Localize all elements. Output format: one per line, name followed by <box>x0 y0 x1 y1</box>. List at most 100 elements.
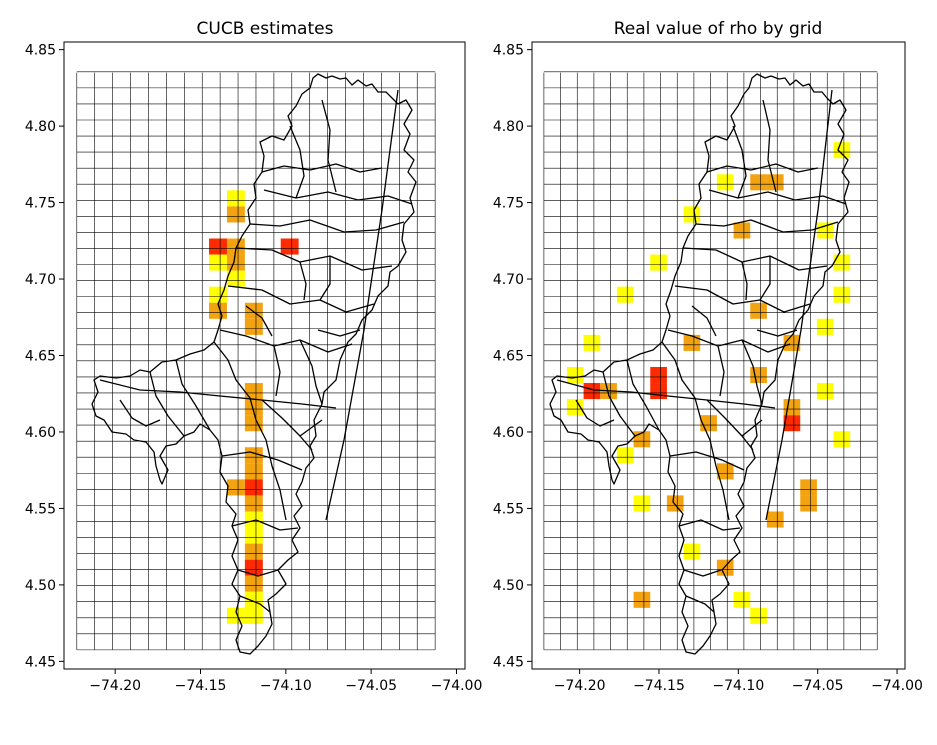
x-tick-label: −74.15 <box>175 678 227 694</box>
heatmap-cell <box>583 383 601 400</box>
y-tick-label: 4.80 <box>25 119 56 135</box>
heatmap-cell <box>209 238 227 255</box>
y-tick-label: 4.45 <box>25 654 56 670</box>
y-tick-label: 4.75 <box>25 196 56 212</box>
heatmap-cell <box>816 383 834 400</box>
x-axis: −74.20 −74.15 −74.10 −74.05 −74.00 <box>89 669 482 694</box>
y-axis: 4.85 4.80 4.75 4.70 4.65 4.60 4.55 4.50 4.45 <box>493 43 532 670</box>
heatmap-cell <box>833 142 851 159</box>
heatmap-cell <box>226 270 245 287</box>
heatmap-cell <box>209 302 227 319</box>
heatmap-cell <box>244 463 263 480</box>
heatmap-cell <box>280 238 299 255</box>
heatmap-cell <box>783 415 801 432</box>
heatmap-cell <box>816 318 834 335</box>
y-tick-label: 4.70 <box>25 272 56 288</box>
heatmap-cell <box>650 254 667 271</box>
heatmap-cell <box>616 286 634 303</box>
y-tick-label: 4.50 <box>25 578 56 594</box>
chart-title: Real value of rho by grid <box>614 19 823 39</box>
y-tick-label: 4.85 <box>25 43 56 59</box>
heatmap-cell <box>244 415 263 432</box>
heatmap-cell <box>666 495 684 512</box>
district-boundaries <box>549 73 850 655</box>
heatmap-cell <box>816 222 834 239</box>
heatmap-cell <box>209 254 227 271</box>
x-tick-label: −74.15 <box>633 678 685 694</box>
heatmap-cell <box>226 607 245 624</box>
grid-lines <box>543 71 878 651</box>
heatmap-cell <box>244 447 263 464</box>
heatmap-cell <box>716 174 734 191</box>
heatmap-cell <box>226 254 245 271</box>
y-tick-label: 4.85 <box>493 43 524 59</box>
grid-lines <box>76 71 436 651</box>
heatmap-cell <box>566 366 584 384</box>
y-tick-label: 4.55 <box>25 501 56 517</box>
x-tick-label: −74.00 <box>431 678 483 694</box>
heatmap-cell <box>244 543 263 560</box>
heatmap-cell <box>833 431 851 448</box>
y-tick-label: 4.60 <box>25 425 56 441</box>
y-tick-label: 4.65 <box>493 349 524 365</box>
chart-panel-rho: Real value of rho by grid <box>493 19 923 694</box>
heatmap-cell <box>244 527 263 544</box>
heatmap-cell <box>650 383 667 400</box>
heatmap-cell <box>716 559 734 576</box>
chart-panel-cucb: CUCB estimates <box>25 19 483 694</box>
y-tick-label: 4.50 <box>493 578 524 594</box>
district-boundaries <box>91 73 417 655</box>
x-tick-label: −74.10 <box>260 678 312 694</box>
heatmap-cell <box>800 479 817 496</box>
heatmap-cell <box>244 383 263 400</box>
y-tick-label: 4.80 <box>493 119 524 135</box>
heatmap-cell <box>226 190 245 207</box>
y-tick-label: 4.70 <box>493 272 524 288</box>
heatmap-cell <box>244 318 263 335</box>
heatmap-cell <box>766 174 784 191</box>
y-tick-label: 4.75 <box>493 196 524 212</box>
x-tick-label: −74.05 <box>792 678 844 694</box>
heatmap-cell <box>244 559 263 576</box>
heatmap-cell <box>683 543 701 560</box>
heatmap-cell <box>750 607 767 624</box>
chart-title: CUCB estimates <box>197 19 334 39</box>
y-tick-label: 4.65 <box>25 349 56 365</box>
heatmap-cell <box>750 174 767 191</box>
heatmap-cell <box>244 399 263 416</box>
x-axis: −74.20 −74.15 −74.10 −74.05 −74.00 <box>554 669 923 694</box>
y-tick-label: 4.55 <box>493 501 524 517</box>
heatmap-cell <box>583 334 601 351</box>
heatmap-cell <box>633 591 651 608</box>
heatmap-cell <box>750 366 767 384</box>
heatmap-cell <box>783 334 801 351</box>
heatmap-cell <box>566 399 584 416</box>
heatmap-cell <box>244 607 263 624</box>
heatmap-cell <box>733 222 751 239</box>
heatmap-cell <box>244 511 263 528</box>
heatmap-cell <box>226 238 245 255</box>
heatmap-cell <box>650 366 667 384</box>
heatmap-cell <box>616 447 634 464</box>
heatmap-cell <box>766 511 784 528</box>
heatmap-cell <box>226 479 245 496</box>
heatmap-cell <box>244 479 263 496</box>
y-tick-label: 4.60 <box>493 425 524 441</box>
y-tick-label: 4.45 <box>493 654 524 670</box>
heatmap-cell <box>733 591 751 608</box>
heatmap-cell <box>226 206 245 223</box>
heatmap-cell <box>833 254 851 271</box>
heatmap-cell <box>683 206 701 223</box>
heatmap-cell <box>683 334 701 351</box>
heatmap-cell <box>244 591 263 608</box>
heatmap-cell <box>209 286 227 303</box>
x-tick-label: −74.10 <box>712 678 764 694</box>
heatmap-cell <box>633 495 651 512</box>
x-tick-label: −74.20 <box>89 678 141 694</box>
heatmap-cell <box>750 302 767 319</box>
x-tick-label: −74.20 <box>554 678 606 694</box>
heatmap-cell <box>716 463 734 480</box>
x-tick-label: −74.00 <box>871 678 923 694</box>
y-axis: 4.85 4.80 4.75 4.70 4.65 4.60 4.55 4.50 4.45 <box>25 43 64 670</box>
